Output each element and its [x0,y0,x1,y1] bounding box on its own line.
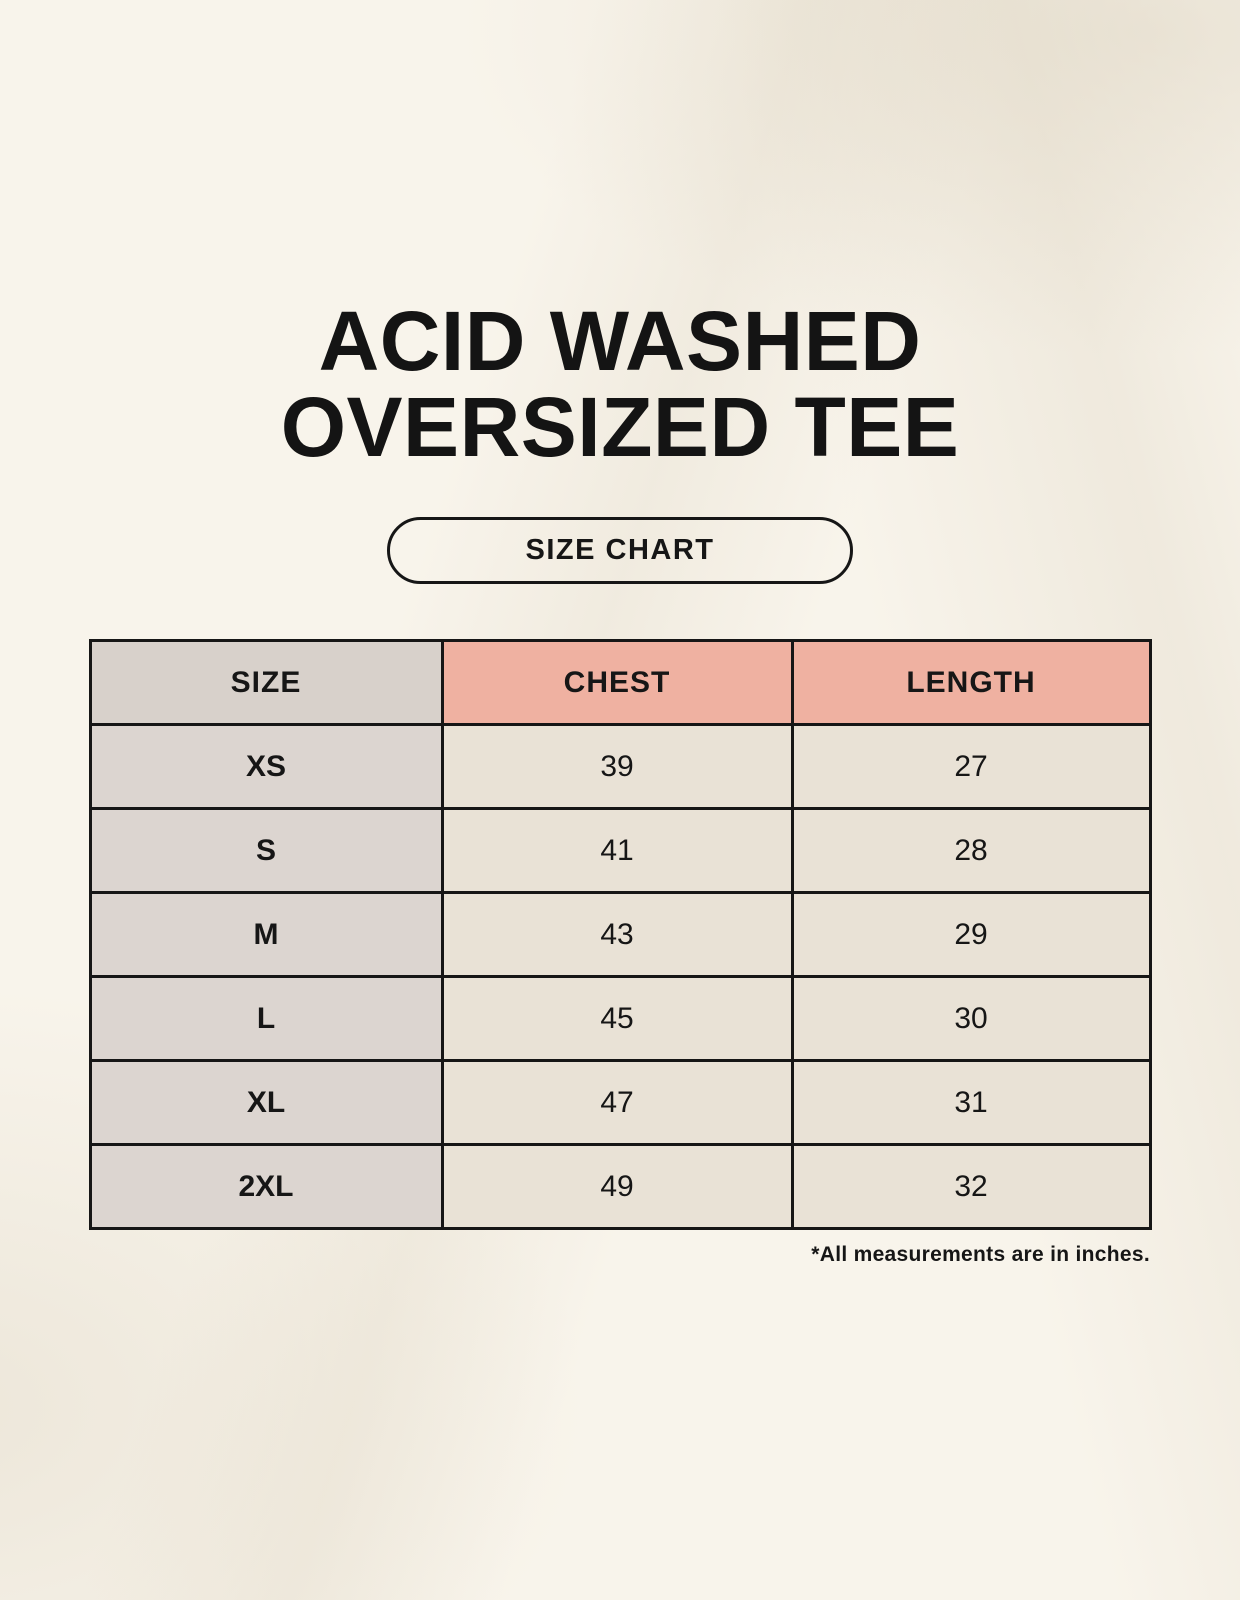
size-cell: XL [88,1059,444,1146]
chest-cell: 39 [440,723,794,810]
product-title-line-1: ACID WASHED [318,294,922,388]
column-header-length: LENGTH [790,639,1152,726]
table-row-m: M 43 29 [88,891,1152,978]
column-header-chest: CHEST [440,639,794,726]
chest-cell: 49 [440,1143,794,1230]
size-cell: 2XL [88,1143,444,1230]
length-cell: 28 [790,807,1152,894]
table-row-s: S 41 28 [88,807,1152,894]
chest-cell: 41 [440,807,794,894]
size-chart-card: ACID WASHED OVERSIZED TEE SIZE CHART SIZ… [0,298,1240,1266]
table-row-xl: XL 47 31 [88,1059,1152,1146]
chest-cell: 43 [440,891,794,978]
table-row-2xl: 2XL 49 32 [88,1143,1152,1230]
size-cell: S [88,807,444,894]
size-cell: M [88,891,444,978]
size-chart-button[interactable]: SIZE CHART [387,517,853,584]
chest-cell: 47 [440,1059,794,1146]
size-chart-button-row: SIZE CHART [0,517,1240,584]
length-cell: 30 [790,975,1152,1062]
length-cell: 32 [790,1143,1152,1230]
length-cell: 27 [790,723,1152,810]
size-cell: XS [88,723,444,810]
chest-cell: 45 [440,975,794,1062]
product-title: ACID WASHED OVERSIZED TEE [0,298,1240,470]
column-header-size: SIZE [88,639,444,726]
size-chart-button-label: SIZE CHART [525,534,715,566]
size-table: SIZE CHEST LENGTH XS 39 27 S 41 28 M 43 … [88,639,1152,1230]
product-title-line-2: OVERSIZED TEE [280,380,960,474]
size-cell: L [88,975,444,1062]
table-header-row: SIZE CHEST LENGTH [88,639,1152,726]
table-row-xs: XS 39 27 [88,723,1152,810]
measurements-note: *All measurements are in inches. [811,1243,1150,1266]
table-row-l: L 45 30 [88,975,1152,1062]
length-cell: 31 [790,1059,1152,1146]
length-cell: 29 [790,891,1152,978]
